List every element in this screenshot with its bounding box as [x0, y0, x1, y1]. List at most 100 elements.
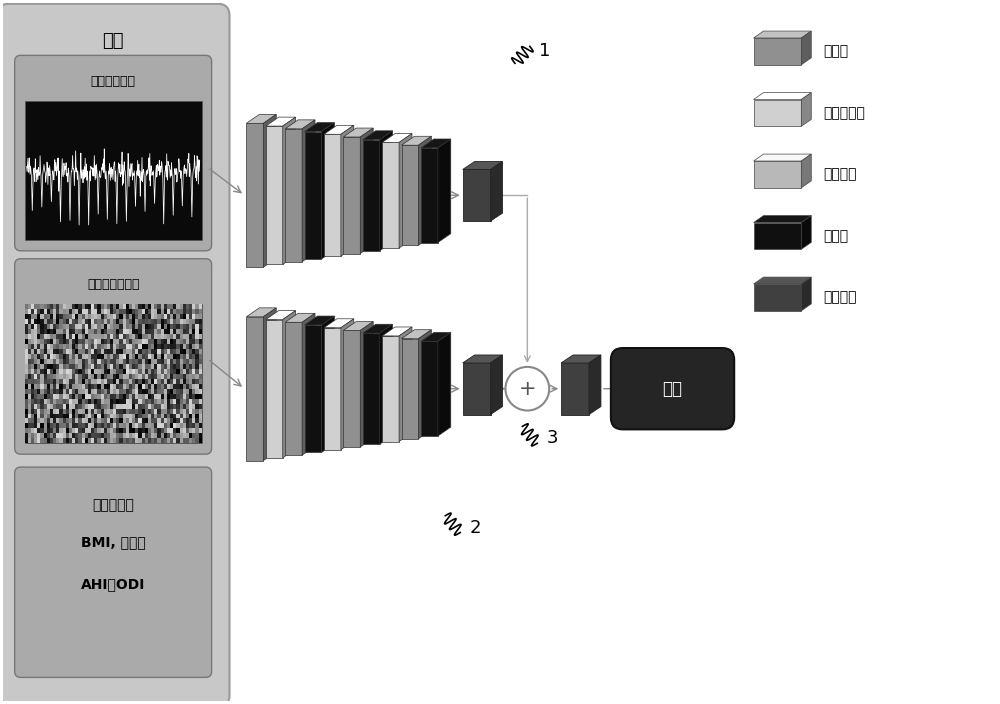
Bar [82, 319, 85, 325]
Bar [192, 354, 195, 359]
Bar [91, 314, 94, 319]
Bar [44, 319, 47, 325]
Bar [154, 418, 157, 423]
Bar [129, 309, 132, 314]
Bar [126, 423, 129, 429]
Bar [142, 413, 145, 418]
Bar [31, 369, 34, 374]
Bar [116, 359, 119, 364]
Bar [195, 423, 199, 429]
Bar [59, 354, 63, 359]
Bar [151, 369, 154, 374]
Bar [161, 398, 164, 403]
Bar [180, 325, 183, 329]
Polygon shape [305, 132, 321, 259]
Bar [47, 314, 50, 319]
Bar [63, 384, 66, 389]
Bar [44, 379, 47, 384]
Bar [34, 349, 37, 354]
Bar [56, 389, 59, 394]
Bar [113, 384, 116, 389]
Bar [161, 423, 164, 429]
Bar [157, 349, 161, 354]
Bar [59, 364, 63, 369]
Bar [142, 379, 145, 384]
Bar [56, 434, 59, 439]
Bar [78, 369, 82, 374]
Bar [123, 354, 126, 359]
Bar [129, 374, 132, 379]
Bar [183, 329, 186, 334]
Bar [189, 325, 192, 329]
Bar [91, 319, 94, 325]
Bar [192, 423, 195, 429]
Bar [164, 374, 167, 379]
Bar [132, 413, 135, 418]
Bar [164, 413, 167, 418]
Bar [66, 394, 69, 398]
Bar [126, 364, 129, 369]
Bar [164, 334, 167, 339]
Bar [50, 309, 53, 314]
Bar [126, 304, 129, 309]
Bar [94, 369, 97, 374]
Bar [180, 413, 183, 418]
Bar [123, 408, 126, 413]
Bar [53, 354, 56, 359]
Bar [34, 325, 37, 329]
Polygon shape [246, 317, 263, 460]
Text: 批标准化层: 批标准化层 [823, 106, 865, 120]
Bar [132, 329, 135, 334]
Bar [25, 344, 28, 349]
Bar [183, 304, 186, 309]
Bar [75, 309, 78, 314]
Bar [53, 369, 56, 374]
Bar [151, 384, 154, 389]
Bar [167, 398, 170, 403]
Bar [40, 408, 44, 413]
Bar [88, 329, 91, 334]
Bar [37, 325, 40, 329]
Bar [63, 325, 66, 329]
Bar [37, 369, 40, 374]
Bar [44, 369, 47, 374]
Bar [154, 429, 157, 434]
Bar [126, 379, 129, 384]
Polygon shape [324, 134, 341, 256]
Bar [50, 413, 53, 418]
Bar [107, 319, 110, 325]
Bar [34, 364, 37, 369]
Bar [101, 439, 104, 444]
Bar [82, 398, 85, 403]
Text: 1: 1 [539, 42, 550, 61]
Bar [53, 374, 56, 379]
Bar [75, 364, 78, 369]
Bar [142, 394, 145, 398]
Bar [28, 389, 31, 394]
Bar [173, 339, 176, 344]
Bar [154, 374, 157, 379]
Bar [142, 423, 145, 429]
Bar [138, 394, 142, 398]
Bar [31, 379, 34, 384]
Bar [119, 344, 123, 349]
Bar [101, 364, 104, 369]
Bar [183, 354, 186, 359]
Bar [176, 394, 180, 398]
Polygon shape [363, 333, 380, 444]
Polygon shape [421, 139, 451, 148]
Bar [97, 369, 101, 374]
Bar [59, 339, 63, 344]
Bar [31, 434, 34, 439]
Bar [138, 349, 142, 354]
Bar [173, 389, 176, 394]
Bar [142, 314, 145, 319]
Bar [189, 334, 192, 339]
Bar [161, 369, 164, 374]
Bar [44, 389, 47, 394]
Bar [82, 389, 85, 394]
Bar [69, 319, 72, 325]
Bar [119, 389, 123, 394]
Bar [47, 398, 50, 403]
Bar [145, 325, 148, 329]
